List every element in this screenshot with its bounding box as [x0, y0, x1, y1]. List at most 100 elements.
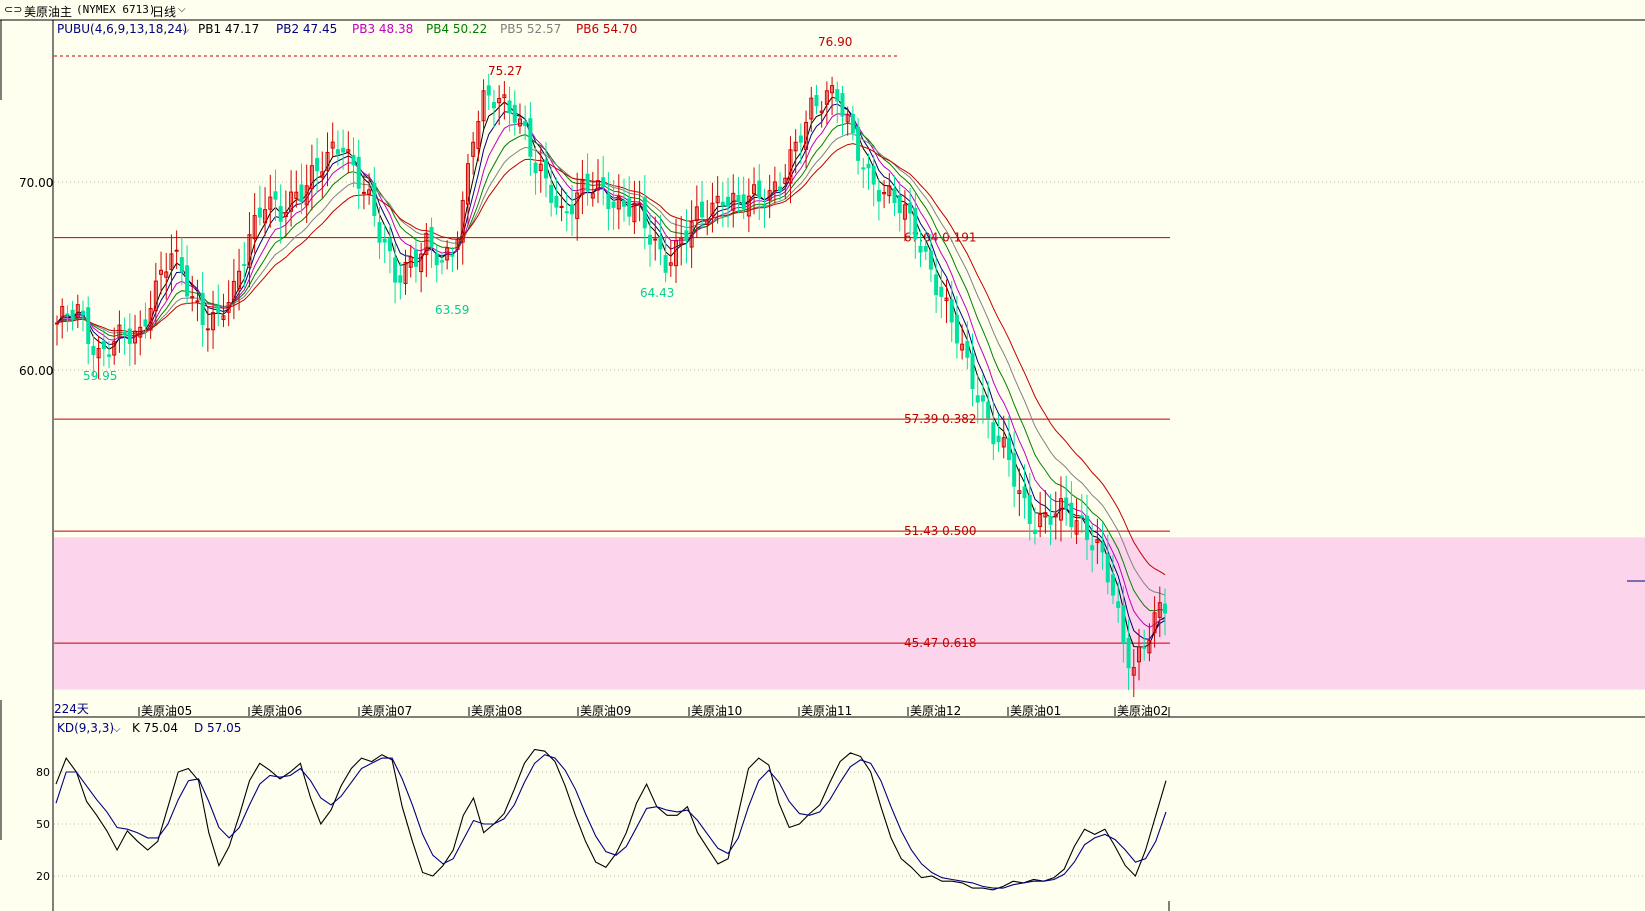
candle-body — [1095, 539, 1100, 543]
candle-body — [564, 211, 569, 214]
candle-body — [798, 135, 803, 143]
candle-body — [133, 330, 138, 344]
candle-body — [81, 310, 86, 316]
kd-dropdown-icon[interactable]: ⌵ — [113, 724, 121, 735]
candle-body — [554, 196, 559, 208]
candle-body — [653, 238, 658, 241]
period-selector[interactable]: 日线 — [152, 5, 177, 19]
kd-line-k — [55, 748, 1167, 891]
candle-body — [424, 232, 429, 255]
candle-body — [965, 340, 970, 358]
candle-body — [237, 270, 242, 289]
candle-body — [928, 250, 933, 270]
candle-body — [205, 328, 210, 331]
candle-body — [1022, 486, 1027, 499]
candle-body — [486, 85, 491, 96]
indicator-name[interactable]: PUBU(4,6,9,13,18,24) — [57, 22, 187, 36]
chevron-down-icon[interactable]: ⌵ — [178, 4, 186, 15]
candle-body — [679, 237, 684, 245]
month-label: 美原油08 — [471, 704, 522, 718]
indicator-value-pb2: PB2 47.45 — [276, 22, 337, 36]
month-label: 美原油11 — [801, 704, 852, 718]
candle-body — [465, 163, 470, 205]
candle-body — [138, 326, 143, 338]
candle-body — [1116, 601, 1121, 609]
candle-body — [533, 162, 538, 174]
candle-body — [668, 262, 673, 266]
candle-body — [569, 204, 574, 215]
candle-body — [960, 343, 965, 351]
peak-label: 59.95 — [83, 369, 117, 383]
candle-body — [351, 154, 356, 166]
ma-line-pb2 — [56, 103, 1166, 640]
candle-body — [705, 220, 710, 225]
candle-body — [700, 201, 705, 218]
candle-body — [382, 238, 387, 243]
peak-label: 63.59 — [435, 303, 469, 317]
candle-layer — [55, 73, 1167, 698]
candle-body — [143, 319, 148, 327]
candle-body — [726, 196, 731, 207]
candle-body — [762, 204, 767, 207]
candle-body — [778, 186, 783, 192]
candle-body — [1038, 514, 1043, 528]
day-count: 224天 — [54, 702, 89, 716]
candle-body — [804, 121, 809, 150]
candle-body — [601, 177, 606, 188]
chain-link-icon[interactable]: ⊂⊃ — [4, 3, 23, 16]
candle-body — [1136, 646, 1141, 663]
ma-layer — [56, 96, 1166, 648]
candle-body — [325, 151, 330, 171]
candle-body — [741, 194, 746, 210]
candle-body — [211, 312, 216, 331]
candle-body — [772, 181, 777, 192]
candle-body — [856, 126, 861, 161]
candle-body — [60, 306, 65, 318]
candle-body — [159, 269, 164, 275]
candle-body — [1043, 512, 1048, 518]
candle-body — [273, 191, 278, 200]
candle-body — [231, 280, 236, 301]
candle-body — [86, 307, 91, 345]
candle-body — [595, 180, 600, 191]
candle-body — [1058, 498, 1063, 521]
candle-body — [752, 184, 757, 195]
kd-indicator-name[interactable]: KD(9,3,3) — [57, 721, 114, 735]
candle-body — [497, 97, 502, 104]
candle-body — [346, 149, 351, 153]
indicator-value-pb5: PB5 52.57 — [500, 22, 561, 36]
candle-body — [122, 332, 127, 335]
candle-body — [91, 345, 96, 355]
candle-body — [216, 305, 221, 313]
month-label: 美原油01 — [1010, 704, 1061, 718]
candle-body — [871, 165, 876, 185]
candle-body — [278, 206, 283, 222]
indicator-value-pb1: PB1 47.17 — [198, 22, 259, 36]
candle-body — [70, 309, 75, 320]
ma-line-pb4 — [56, 122, 1166, 612]
candle-body — [674, 240, 679, 267]
candle-body — [190, 296, 195, 299]
kd-d-value: D 57.05 — [194, 721, 241, 735]
candle-body — [1027, 494, 1032, 524]
candle-body — [169, 253, 174, 270]
candle-body — [986, 401, 991, 419]
indicator-dropdown-icon[interactable]: ⌵ — [182, 25, 190, 36]
candle-body — [107, 354, 112, 357]
candle-body — [991, 422, 996, 445]
candle-body — [606, 193, 611, 210]
candle-body — [283, 212, 288, 218]
candle-body — [549, 184, 554, 203]
candle-body — [413, 249, 418, 267]
candle-body — [1105, 554, 1110, 583]
candle-body — [455, 239, 460, 250]
candle-body — [580, 180, 585, 195]
candle-body — [543, 159, 548, 179]
indicator-value-pb4: PB4 50.22 — [426, 22, 487, 36]
candle-body — [1079, 515, 1084, 518]
candle-body — [611, 201, 616, 208]
candle-body — [434, 253, 439, 266]
candle-body — [330, 141, 335, 149]
candle-body — [491, 101, 496, 109]
candle-body — [835, 89, 840, 102]
